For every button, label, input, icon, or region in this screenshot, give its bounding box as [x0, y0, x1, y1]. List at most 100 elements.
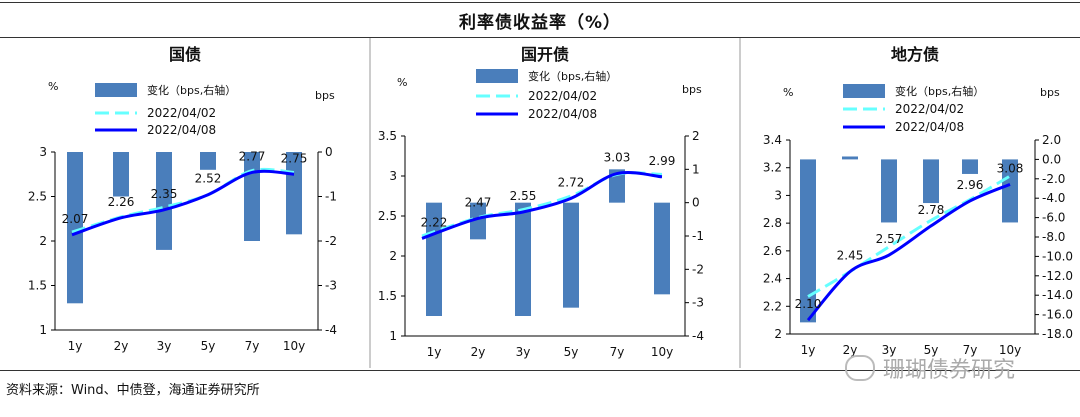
- x-tick-label: 3y: [882, 343, 897, 357]
- left-tick-label: 3.5: [378, 129, 397, 143]
- right-tick-label: -4.0: [1042, 191, 1065, 205]
- data-label-1y: 2.22: [421, 215, 448, 229]
- data-label-7y: 2.77: [239, 149, 266, 163]
- right-tick-label: -14.0: [1042, 288, 1073, 302]
- x-tick-label: 10y: [651, 345, 673, 359]
- line-2022-04-08: [71, 169, 295, 237]
- data-label-7y: 2.96: [957, 178, 984, 192]
- x-tick-label: 5y: [201, 339, 216, 353]
- x-tick-label: 2y: [471, 345, 486, 359]
- watermark: 珊瑚债券研究: [845, 352, 1015, 384]
- legend-label-new: 2022/04/08: [528, 107, 597, 121]
- left-tick-label: 2.5: [378, 209, 397, 223]
- right-tick-label: 2.0: [1042, 133, 1061, 147]
- left-tick-label: 3: [774, 188, 782, 202]
- legend-label-bar: 变化（bps,右轴）: [147, 83, 236, 97]
- left-tick-label: 3: [389, 169, 397, 183]
- legend-swatch-bar: [95, 83, 137, 97]
- right-tick-label: -6.0: [1042, 211, 1065, 225]
- bar-3y: [515, 202, 531, 316]
- figure-title: 利率债收益率（%）: [458, 13, 622, 33]
- left-tick-label: 2.6: [763, 244, 782, 258]
- bottom-rule: [0, 370, 1080, 371]
- legend-label-bar: 变化（bps,右轴）: [528, 69, 617, 83]
- right-tick-label: -1: [325, 190, 337, 204]
- right-tick-label: -4: [325, 323, 337, 337]
- data-label-5y: 2.78: [918, 203, 945, 217]
- left-tick-label: 3.2: [763, 161, 782, 175]
- left-tick-label: 2.4: [763, 272, 782, 286]
- bar-7y: [244, 152, 260, 241]
- bar-3y: [156, 152, 172, 250]
- legend-label-old: 2022/04/02: [528, 89, 597, 103]
- left-tick-label: 3: [39, 145, 47, 159]
- left-tick-label: 1.5: [378, 289, 397, 303]
- x-tick-label: 10y: [283, 339, 305, 353]
- left-unit-label: %: [397, 76, 407, 89]
- x-tick-label: 7y: [245, 339, 260, 353]
- right-tick-label: 2: [692, 129, 700, 143]
- left-unit-label: %: [783, 86, 793, 99]
- bar-7y: [962, 159, 978, 174]
- title-rule: [0, 37, 1080, 38]
- right-tick-label: -12.0: [1042, 269, 1073, 283]
- line-2022-04-02: [807, 174, 1011, 298]
- right-unit-label: bps: [315, 89, 335, 102]
- left-tick-label: 2: [774, 327, 782, 341]
- legend-label-old: 2022/04/02: [147, 106, 216, 120]
- left-tick-label: 2: [39, 234, 47, 248]
- x-tick-label: 2y: [114, 339, 129, 353]
- bar-3y: [881, 159, 897, 223]
- bar-10y: [654, 202, 670, 295]
- data-label-2y: 2.45: [837, 249, 864, 263]
- data-label-1y: 2.10: [795, 297, 822, 311]
- top-rule: [0, 2, 1080, 3]
- legend-label-new: 2022/04/08: [147, 123, 216, 137]
- bar-5y: [563, 202, 579, 308]
- x-tick-label: 1y: [68, 339, 83, 353]
- x-tick-label: 5y: [564, 345, 579, 359]
- data-label-10y: 3.08: [997, 161, 1024, 175]
- x-tick-label: 3y: [157, 339, 172, 353]
- data-label-5y: 2.72: [558, 175, 585, 189]
- data-label-2y: 2.26: [108, 195, 135, 209]
- data-label-7y: 3.03: [604, 151, 631, 165]
- left-tick-label: 1: [389, 329, 397, 343]
- data-label-5y: 2.52: [195, 172, 222, 186]
- right-tick-label: -16.0: [1042, 308, 1073, 322]
- bar-2y: [470, 202, 486, 240]
- legend-label-old: 2022/04/02: [895, 102, 964, 116]
- chart-3: 地方债% bps 变化（bps,右轴） 2022/04/02 2022/04/08 2 2.…: [739, 38, 1073, 368]
- right-unit-label: bps: [682, 83, 702, 96]
- line-2022-04-02: [421, 171, 663, 238]
- right-tick-label: -2.0: [1042, 172, 1065, 186]
- right-tick-label: -2: [325, 234, 337, 248]
- right-tick-label: -4: [692, 329, 704, 343]
- chart-title: 地方债: [891, 45, 939, 64]
- right-tick-label: 0.0: [1042, 152, 1061, 166]
- data-label-3y: 2.57: [876, 232, 903, 246]
- chart-1: 国债% bps 变化（bps,右轴） 2022/04/02 2022/04/08 1 1.5…: [28, 45, 337, 353]
- data-label-10y: 2.75: [281, 151, 308, 165]
- x-tick-label: 1y: [801, 343, 816, 357]
- line-2022-04-08: [806, 182, 1011, 322]
- x-tick-label: 7y: [963, 343, 978, 357]
- chart-2: 国开债% bps 变化（bps,右轴） 2022/04/02 2022/04/08 1 1.…: [369, 38, 704, 368]
- watermark-text: 珊瑚债券研究: [883, 358, 1016, 383]
- bar-5y: [200, 152, 216, 170]
- x-tick-label: 3y: [516, 345, 531, 359]
- legend-label-new: 2022/04/08: [895, 120, 964, 134]
- left-tick-label: 2.8: [763, 216, 782, 230]
- right-tick-label: 1: [692, 162, 700, 176]
- right-tick-label: -3: [325, 279, 337, 293]
- bar-2y: [842, 156, 858, 160]
- data-label-1y: 2.07: [62, 212, 89, 226]
- right-tick-label: -8.0: [1042, 230, 1065, 244]
- bar-7y: [609, 169, 625, 203]
- x-tick-label: 10y: [999, 343, 1021, 357]
- legend-swatch-bar: [476, 69, 518, 83]
- right-tick-label: -2: [692, 262, 704, 276]
- line-2022-04-08: [421, 171, 663, 240]
- left-tick-label: 2.5: [28, 190, 47, 204]
